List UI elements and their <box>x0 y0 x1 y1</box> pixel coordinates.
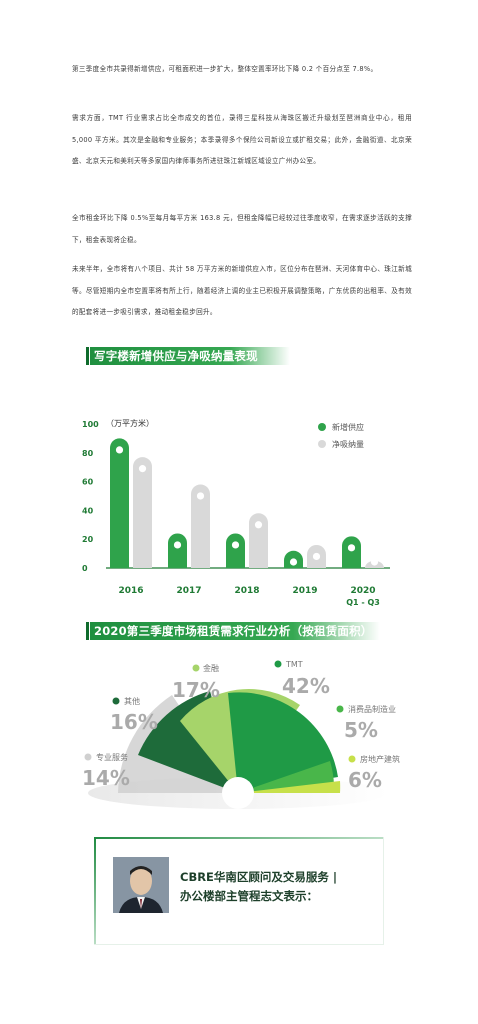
label-realestate: 房地产建筑 <box>360 754 400 764</box>
dot-tmt <box>274 660 282 668</box>
bar-supply <box>226 533 245 568</box>
bar-supply <box>110 438 129 568</box>
pct-consumer: 5% <box>344 718 378 742</box>
x-tick-label: 2017 <box>176 586 201 596</box>
y-axis-ticks: 100 80 60 40 20 0 <box>82 420 99 573</box>
y-tick-label: 20 <box>82 535 94 544</box>
y-tick-label: 80 <box>82 449 94 458</box>
paragraph-3: 全市租金环比下降 0.5%至每月每平方米 163.8 元，但租金降幅已经较过往季… <box>72 214 412 244</box>
chart-center-hole <box>222 777 254 809</box>
label-professional: 专业服务 <box>96 752 128 762</box>
dot-finance <box>192 664 200 672</box>
bar-absorb <box>191 484 210 568</box>
label-tmt: TMT <box>285 660 303 669</box>
pct-finance: 17% <box>172 678 220 702</box>
paragraph-4: 未来半年，全市将有八个项目、共计 58 万平方米的新增供应入市，区位分布在琶洲、… <box>72 265 412 316</box>
bar-dot <box>231 541 240 549</box>
y-tick-label: 40 <box>82 506 94 515</box>
chart2-title: 2020第三季度市场租赁需求行业分析（按租赁面积） <box>86 622 380 640</box>
paragraph-1: 第三季度全市共录得新增供应，可租面积进一步扩大，整体空置率环比下降 0.2 个百… <box>72 65 378 73</box>
x-tick-label: 2020 <box>350 586 375 596</box>
x-tick-label: 2016 <box>118 586 143 596</box>
portrait-illustration <box>113 857 169 913</box>
bar-dot <box>289 558 298 566</box>
quote-line-2: 办公楼部主管程志文表示： <box>180 889 318 903</box>
legend-swatch-absorb <box>318 440 326 448</box>
x-axis-labels: 2016 2017 2018 2019 2020 Q1 - Q3 <box>118 586 379 607</box>
y-tick-label: 60 <box>82 478 94 487</box>
chart2-title-text: 2020第三季度市场租赁需求行业分析（按租赁面积） <box>94 624 373 638</box>
bar-dot <box>115 446 124 454</box>
bar-dot <box>370 558 379 566</box>
legend: 新增供应 净吸纳量 <box>318 422 364 449</box>
legend-swatch-supply <box>318 423 326 431</box>
bar-dot <box>196 492 205 500</box>
x-tick-sublabel: Q1 - Q3 <box>346 598 380 607</box>
label-consumer: 消费品制造业 <box>348 704 396 714</box>
bar-dot <box>347 544 356 552</box>
bar-dot <box>138 465 147 473</box>
industry-breakdown-chart: 金融 17% TMT 42% 其他 16% 专业服务 14% 消费品制造业 5%… <box>82 660 400 809</box>
pct-tmt: 42% <box>282 674 330 698</box>
bar-supply <box>168 533 187 568</box>
label-other: 其他 <box>124 696 140 706</box>
bar-dot <box>312 552 321 561</box>
dot-other <box>112 697 120 705</box>
y-tick-label: 100 <box>82 420 99 429</box>
quote-line-1: CBRE华南区顾问及交易服务 | <box>180 870 338 884</box>
paragraph-2: 需求方面，TMT 行业需求占比全市成交的首位，录得三星科技从海珠区搬迁升级划至琶… <box>72 114 412 165</box>
title-accent-bar <box>86 347 89 365</box>
bar-absorb <box>249 513 268 568</box>
chart1-title: 写字楼新增供应与净吸纳量表现 <box>86 347 290 365</box>
bar-supply <box>342 536 361 568</box>
bar-dot <box>254 521 263 529</box>
pct-professional: 14% <box>82 766 130 790</box>
pct-other: 16% <box>110 710 158 734</box>
bars-group <box>110 438 384 568</box>
quote-heading: CBRE华南区顾问及交易服务 | 办公楼部主管程志文表示： <box>180 868 370 906</box>
label-finance: 金融 <box>203 663 219 673</box>
bar-absorb <box>133 457 152 568</box>
bar-dot <box>173 541 182 549</box>
y-tick-label: 0 <box>82 564 88 573</box>
dot-professional <box>84 753 92 761</box>
legend-label-absorb: 净吸纳量 <box>332 439 364 449</box>
x-tick-label: 2019 <box>292 586 317 596</box>
pct-realestate: 6% <box>348 768 382 792</box>
chart1-title-text: 写字楼新增供应与净吸纳量表现 <box>94 349 258 363</box>
dot-realestate <box>348 755 356 763</box>
supply-absorption-chart: 100 80 60 40 20 0 （万平方米） 2016 2017 2018 2019 2020… <box>82 418 390 607</box>
x-tick-label: 2018 <box>234 586 259 596</box>
executive-photo <box>113 857 169 913</box>
unit-label: （万平方米） <box>106 418 154 428</box>
dot-consumer <box>336 705 344 713</box>
slice-realestate <box>238 781 341 793</box>
title-accent-bar-2 <box>86 622 89 640</box>
legend-label-supply: 新增供应 <box>332 422 364 432</box>
